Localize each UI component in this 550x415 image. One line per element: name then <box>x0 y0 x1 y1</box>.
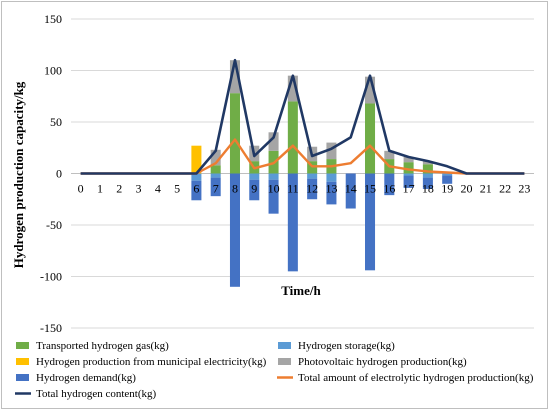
y-tick-label: -150 <box>40 321 62 335</box>
bar-segment <box>210 173 221 178</box>
bar-segment <box>307 178 318 200</box>
bar-segment <box>326 173 337 182</box>
y-tick-label: 150 <box>44 12 62 26</box>
line-layer <box>80 58 525 175</box>
bar-segment <box>191 180 202 201</box>
bar-segment <box>268 132 279 151</box>
bar-segment <box>422 161 433 165</box>
x-tick-label: 18 <box>422 182 434 196</box>
bar-segment <box>403 157 414 163</box>
x-tick-label: 12 <box>306 182 318 196</box>
bar-segment <box>191 145 202 174</box>
bar-segment <box>210 149 221 166</box>
bar-segment <box>287 173 298 272</box>
x-tick-label: 22 <box>499 182 511 196</box>
bar-segment <box>365 103 376 174</box>
x-tick-label: 21 <box>480 182 492 196</box>
y-tick-label: 50 <box>50 115 62 129</box>
bar-segment <box>365 173 376 271</box>
legend: Transported hydrogen gas(kg) Hydrogen sto… <box>15 340 534 400</box>
legend-label: Photovoltaic hydrogen production(kg) <box>298 356 467 368</box>
x-tick-label: 13 <box>325 182 337 196</box>
bar-segment <box>422 177 433 189</box>
bar-segment <box>229 93 240 174</box>
bar-segment <box>268 179 279 214</box>
legend-swatch <box>278 358 291 365</box>
bar-segment <box>403 175 414 188</box>
bar-segment <box>326 142 337 160</box>
y-tick-labels: 150 100 50 0 -50 -100 -150 <box>40 12 62 335</box>
bar-segment <box>384 150 395 160</box>
x-tick-labels: 0 1 2 3 4 5 6 7 8 9 10 11 12 13 14 15 16 17 18 19 20 21 22 23 <box>78 182 531 196</box>
legend-swatch <box>16 374 29 381</box>
y-axis-label: Hydrogen production capacity/kg <box>11 81 26 268</box>
bar-segment <box>229 60 240 94</box>
bar-segment <box>442 175 453 184</box>
x-tick-label: 4 <box>155 182 161 196</box>
x-tick-label: 9 <box>251 182 257 196</box>
legend-label: Total hydrogen content(kg) <box>36 388 157 400</box>
legend-swatch <box>16 358 29 365</box>
x-tick-label: 20 <box>460 182 472 196</box>
x-tick-label: 5 <box>174 182 180 196</box>
chart-frame: 150 100 50 0 -50 -100 -150 0 1 2 3 4 5 6 7 8 9 10 11 12 13 1… <box>1 1 548 409</box>
legend-label: Total amount of electrolytic hydrogen pr… <box>298 372 534 384</box>
legend-swatch <box>16 342 29 349</box>
x-tick-label: 6 <box>193 182 199 196</box>
bar-segment <box>365 76 376 104</box>
legend-label: Hydrogen demand(kg) <box>36 372 136 384</box>
legend-label: Hydrogen production from municipal elect… <box>36 356 267 368</box>
x-tick-label: 7 <box>213 182 219 196</box>
bar-segment <box>307 173 318 179</box>
bar-segment <box>422 164 433 174</box>
bar-segment <box>229 173 240 287</box>
bar-segment <box>326 181 337 205</box>
x-tick-label: 8 <box>232 182 238 196</box>
bar-segment <box>249 173 260 180</box>
x-tick-label: 17 <box>403 182 415 196</box>
y-tick-label: 0 <box>56 167 62 181</box>
y-tick-label: 100 <box>44 64 62 78</box>
x-tick-label: 15 <box>364 182 376 196</box>
x-axis-label: Time/h <box>281 283 321 298</box>
x-tick-label: 16 <box>383 182 395 196</box>
legend-label: Transported hydrogen gas(kg) <box>36 340 169 352</box>
series-line <box>80 138 525 175</box>
x-tick-label: 14 <box>345 182 357 196</box>
legend-swatch <box>278 342 291 349</box>
x-tick-label: 11 <box>287 182 299 196</box>
y-tick-label: -100 <box>40 270 62 284</box>
bar-segment <box>403 162 414 174</box>
bar-segment <box>442 173 453 176</box>
x-tick-label: 1 <box>97 182 103 196</box>
x-tick-label: 0 <box>78 182 84 196</box>
bar-segment <box>403 173 414 176</box>
bar-segment <box>210 177 221 197</box>
legend-label: Hydrogen storage(kg) <box>298 340 395 352</box>
bar-segment <box>287 101 298 174</box>
bar-segment <box>268 173 279 180</box>
bar-segment <box>191 173 202 181</box>
y-tick-label: -50 <box>46 218 62 232</box>
x-tick-label: 19 <box>441 182 453 196</box>
bar-segment <box>384 173 395 196</box>
bar-segment <box>345 173 356 209</box>
x-tick-label: 23 <box>518 182 530 196</box>
x-tick-label: 10 <box>268 182 280 196</box>
x-tick-label: 3 <box>136 182 142 196</box>
bar-segment <box>287 75 298 102</box>
bar-segment <box>249 179 260 201</box>
series-line <box>80 58 525 175</box>
bar-segment <box>422 173 433 178</box>
bar-segment <box>210 165 221 174</box>
x-tick-label: 2 <box>116 182 122 196</box>
